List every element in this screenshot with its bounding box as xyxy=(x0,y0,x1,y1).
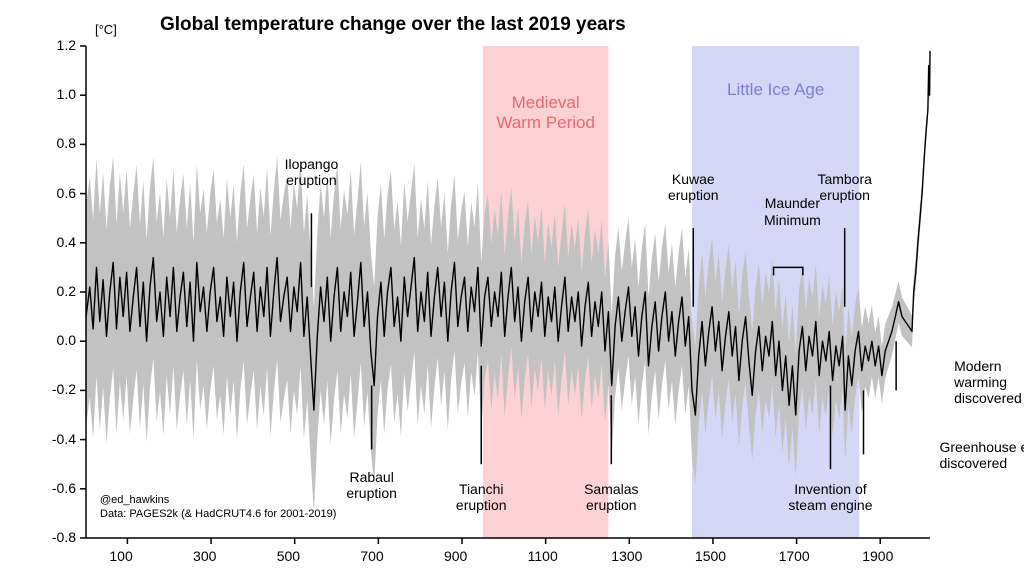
y-tick-label: 0.4 xyxy=(57,234,76,250)
y-tick-label: 1.0 xyxy=(57,86,76,102)
little-ice-age-label: Little Ice Age xyxy=(706,80,846,100)
x-tick-label: 1900 xyxy=(862,548,893,564)
tambora-eruption-label: Tambora eruption xyxy=(790,171,900,203)
y-tick-label: 0.0 xyxy=(57,332,76,348)
x-tick-label: 1100 xyxy=(528,548,558,564)
y-tick-label: 0.2 xyxy=(57,283,76,299)
medieval-warm-period-label: Medieval Warm Period xyxy=(476,93,616,133)
y-tick-label: -0.6 xyxy=(52,480,76,496)
y-tick-label: 1.2 xyxy=(57,37,76,53)
y-tick-label: 0.8 xyxy=(57,135,76,151)
x-tick-label: 300 xyxy=(193,548,216,564)
ilopango-eruption-label: Ilopango eruption xyxy=(256,156,366,188)
greenhouse-effect-label: Greenhouse effect discovered xyxy=(940,439,1024,471)
y-tick-label: 0.6 xyxy=(57,185,76,201)
credit-text: @ed_hawkins Data: PAGES2k (& HadCRUT4.6 … xyxy=(100,494,336,522)
x-tick-label: 900 xyxy=(444,548,467,564)
samalas-eruption-label: Samalas eruption xyxy=(556,481,666,513)
y-tick-label: -0.8 xyxy=(52,529,76,545)
chart-container: Global temperature change over the last … xyxy=(0,0,1024,576)
x-tick-label: 500 xyxy=(277,548,300,564)
steam-engine-label: Invention of steam engine xyxy=(775,481,885,513)
x-tick-label: 100 xyxy=(109,548,132,564)
x-tick-label: 1700 xyxy=(779,548,810,564)
y-tick-label: -0.4 xyxy=(52,431,76,447)
y-tick-label: -0.2 xyxy=(52,381,76,397)
x-tick-label: 1300 xyxy=(611,548,642,564)
x-tick-label: 1500 xyxy=(695,548,726,564)
x-tick-label: 700 xyxy=(360,548,383,564)
kuwae-eruption-label: Kuwae eruption xyxy=(638,171,748,203)
modern-warming-label: Modern warming discovered xyxy=(954,358,1022,406)
tianchi-eruption-label: Tianchi eruption xyxy=(426,481,536,513)
